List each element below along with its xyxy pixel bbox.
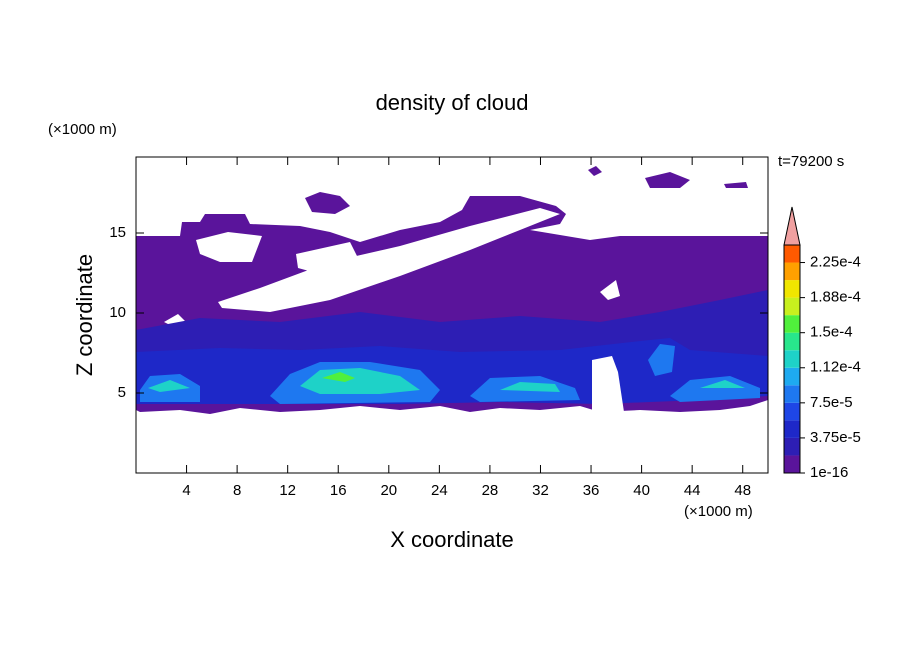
- contour-region: [140, 344, 760, 404]
- colorbar-band: [784, 280, 800, 298]
- colorbar-band: [784, 297, 800, 316]
- x-tick-label: 48: [734, 482, 751, 499]
- y-axis-title: Z coordinate: [72, 254, 97, 376]
- colorbar-band: [784, 455, 800, 473]
- time-annotation: t=79200 s: [778, 153, 844, 170]
- colorbar-band: [784, 262, 800, 281]
- x-tick-label: 32: [532, 482, 549, 499]
- colorbar-band: [784, 350, 800, 368]
- colorbar-label: 2.25e-4: [810, 254, 861, 271]
- x-tick-label: 24: [431, 482, 448, 499]
- x-tick-label: 36: [583, 482, 600, 499]
- contour-hole: [592, 356, 624, 412]
- colorbar-label: 7.5e-5: [810, 394, 853, 411]
- y-unit: (×1000 m): [48, 121, 117, 138]
- x-tick-label: 40: [633, 482, 650, 499]
- x-tick-label: 28: [482, 482, 499, 499]
- contour-field: [136, 166, 768, 414]
- x-tick-label: 44: [684, 482, 701, 499]
- y-tick-label: 10: [109, 304, 126, 321]
- x-axis-title: X coordinate: [390, 527, 514, 552]
- chart-title: density of cloud: [376, 90, 529, 115]
- colorbar-band: [784, 402, 800, 421]
- x-unit: (×1000 m): [684, 503, 753, 520]
- x-tick-label: 16: [330, 482, 347, 499]
- contour-region: [322, 372, 355, 382]
- colorbar-label: 1e-16: [810, 464, 848, 481]
- colorbar-frame: [783, 244, 801, 474]
- colorbar-band: [784, 437, 800, 456]
- colorbar-band: [784, 420, 800, 438]
- colorbar-label: 3.75e-5: [810, 429, 861, 446]
- colorbar-band: [784, 332, 800, 351]
- y-tick-label: 15: [109, 224, 126, 241]
- colorbar-over: [783, 206, 801, 246]
- colorbar-label: 1.12e-4: [810, 359, 861, 376]
- colorbar-label: 1.5e-4: [810, 324, 853, 341]
- y-tick-label: 5: [118, 384, 126, 401]
- colorbar-label: 1.88e-4: [810, 289, 861, 306]
- colorbar-band: [784, 367, 800, 386]
- contour-hole: [164, 208, 620, 326]
- x-tick-label: 12: [279, 482, 296, 499]
- plot-frame: [135, 156, 769, 474]
- colorbar-band: [784, 245, 800, 263]
- colorbar-band: [784, 385, 800, 403]
- colorbar-band: [784, 315, 800, 333]
- x-tick-label: 4: [182, 482, 190, 499]
- x-tick-label: 20: [380, 482, 397, 499]
- x-tick-label: 8: [233, 482, 241, 499]
